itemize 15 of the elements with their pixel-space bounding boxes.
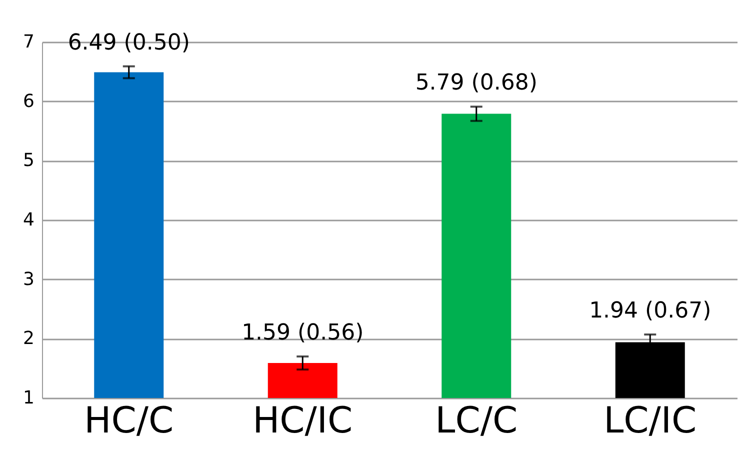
data-label: 6.49 (0.50) — [68, 30, 190, 56]
data-label: 1.94 (0.67) — [589, 298, 712, 324]
y-tick-label: 1 — [23, 388, 34, 408]
data-label: 5.79 (0.68) — [415, 70, 538, 96]
data-label: 1.59 (0.56) — [242, 320, 364, 346]
y-tick-label: 3 — [23, 268, 34, 290]
y-tick-label: 2 — [23, 328, 34, 350]
x-tick-label: LC/C — [435, 400, 518, 442]
y-tick-label: 5 — [23, 150, 34, 172]
x-tick-label: HC/IC — [252, 400, 353, 442]
y-tick-label: 6 — [23, 90, 34, 112]
y-tick-label: 7 — [23, 32, 34, 52]
x-tick-label: LC/IC — [604, 400, 697, 442]
x-tick-label: HC/C — [84, 400, 174, 442]
y-tick-label: 4 — [23, 210, 34, 230]
